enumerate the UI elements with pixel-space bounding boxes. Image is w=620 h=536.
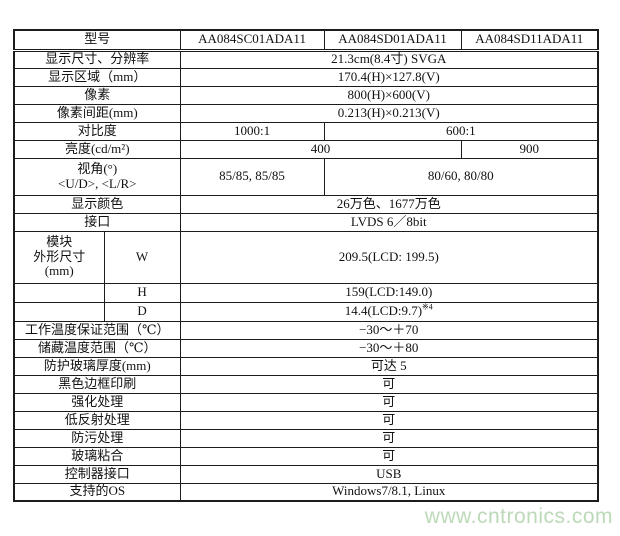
table-row: 工作温度保证范围（℃） −30～＋70 xyxy=(13,320,599,340)
row-label-black-frame: 黑色边框印刷 xyxy=(13,374,181,394)
value-brightness-model3: 900 xyxy=(460,139,599,159)
table-row: 储藏温度范围（℃） −30～＋80 xyxy=(13,338,599,358)
row-label-low-reflection: 低反射处理 xyxy=(13,410,181,430)
table-row: 像素间距(mm) 0.213(H)×0.213(V) xyxy=(13,103,599,123)
value-supported-os: Windows7/8.1, Linux xyxy=(179,482,599,502)
value-anti-smudge: 可 xyxy=(179,428,599,448)
row-label-brightness: 亮度(cd/m²) xyxy=(13,139,181,159)
table-row: 显示尺寸、分辨率 21.3cm(8.4寸) SVGA xyxy=(13,49,599,69)
row-label-module-dimensions: 模块 外形尺寸 (mm) xyxy=(13,230,105,284)
table-row: 控制器接口 USB xyxy=(13,464,599,484)
dim-sub-label-w: W xyxy=(103,230,181,284)
table-row: 防护玻璃厚度(mm) 可达 5 xyxy=(13,356,599,376)
dim-sub-label-d: D xyxy=(103,301,181,322)
table-row: 强化处理 可 xyxy=(13,392,599,412)
model-name-1: AA084SC01ADA11 xyxy=(179,29,325,52)
value-contrast-model1: 1000:1 xyxy=(179,121,325,141)
model-name-2: AA084SD01ADA11 xyxy=(323,29,462,52)
table-row: 模块 外形尺寸 (mm) W 209.5(LCD: 199.5) xyxy=(13,230,599,284)
value-viewing-angle-model1: 85/85, 85/85 xyxy=(179,157,325,196)
table-row: 视角(°) <U/D>, <L/R> 85/85, 85/85 80/60, 8… xyxy=(13,157,599,196)
model-name-3: AA084SD11ADA11 xyxy=(460,29,599,52)
value-brightness-model12: 400 xyxy=(179,139,462,159)
value-pitch: 0.213(H)×0.213(V) xyxy=(179,103,599,123)
row-label-model: 型号 xyxy=(13,29,181,52)
footnote-marker: ※4 xyxy=(422,302,433,312)
row-label-supported-os: 支持的OS xyxy=(13,482,181,502)
value-black-frame: 可 xyxy=(179,374,599,394)
table-row: 防污处理 可 xyxy=(13,428,599,448)
table-row: 亮度(cd/m²) 400 900 xyxy=(13,139,599,159)
row-label-contrast: 对比度 xyxy=(13,121,181,141)
table-row: 低反射处理 可 xyxy=(13,410,599,430)
row-label-operating-temp: 工作温度保证范围（℃） xyxy=(13,320,181,340)
value-operating-temp: −30～＋70 xyxy=(179,320,599,340)
table-row: H 159(LCD:149.0) xyxy=(13,282,599,303)
watermark-text: www.cntronics.com xyxy=(424,505,613,528)
table-row: 显示区域（mm） 170.4(H)×127.8(V) xyxy=(13,67,599,87)
row-label-pixels: 像素 xyxy=(13,85,181,105)
value-pixels: 800(H)×600(V) xyxy=(179,85,599,105)
value-size: 21.3cm(8.4寸) SVGA xyxy=(179,49,599,69)
table-row: 玻璃粘合 可 xyxy=(13,446,599,466)
table-row: 显示颜色 26万色、1677万色 xyxy=(13,194,599,214)
value-interface: LVDS 6／8bit xyxy=(179,212,599,232)
value-dim-w: 209.5(LCD: 199.5) xyxy=(179,230,599,284)
value-glass-bonding: 可 xyxy=(179,446,599,466)
table-row: D 14.4(LCD:9.7)※4 xyxy=(13,301,599,322)
row-label-glass-bonding: 玻璃粘合 xyxy=(13,446,181,466)
row-label-interface: 接口 xyxy=(13,212,181,232)
table-row: 黑色边框印刷 可 xyxy=(13,374,599,394)
row-label-pitch: 像素间距(mm) xyxy=(13,103,181,123)
row-label-hardening: 强化处理 xyxy=(13,392,181,412)
empty-cell xyxy=(13,282,105,303)
row-label-display-colors: 显示颜色 xyxy=(13,194,181,214)
row-label-controller-interface: 控制器接口 xyxy=(13,464,181,484)
row-label-glass-thickness: 防护玻璃厚度(mm) xyxy=(13,356,181,376)
value-controller-interface: USB xyxy=(179,464,599,484)
table-row: 接口 LVDS 6／8bit xyxy=(13,212,599,232)
value-hardening: 可 xyxy=(179,392,599,412)
lcd-spec-table: 型号 AA084SC01ADA11 AA084SD01ADA11 AA084SD… xyxy=(13,29,600,502)
table-row: 支持的OS Windows7/8.1, Linux xyxy=(13,482,599,502)
empty-cell xyxy=(13,301,105,322)
row-label-storage-temp: 储藏温度范围（℃） xyxy=(13,338,181,358)
row-label-size: 显示尺寸、分辨率 xyxy=(13,49,181,69)
row-label-area: 显示区域（mm） xyxy=(13,67,181,87)
value-low-reflection: 可 xyxy=(179,410,599,430)
value-dim-h: 159(LCD:149.0) xyxy=(179,282,599,303)
value-area: 170.4(H)×127.8(V) xyxy=(179,67,599,87)
value-dim-d: 14.4(LCD:9.7)※4 xyxy=(179,301,599,322)
dim-d-value: 14.4(LCD:9.7) xyxy=(344,303,423,319)
row-label-viewing-angle: 视角(°) <U/D>, <L/R> xyxy=(13,157,181,196)
table-row: 型号 AA084SC01ADA11 AA084SD01ADA11 AA084SD… xyxy=(13,29,599,52)
row-label-anti-smudge: 防污处理 xyxy=(13,428,181,448)
table-row: 像素 800(H)×600(V) xyxy=(13,85,599,105)
dim-sub-label-h: H xyxy=(103,282,181,303)
value-storage-temp: −30～＋80 xyxy=(179,338,599,358)
value-display-colors: 26万色、1677万色 xyxy=(179,194,599,214)
value-contrast-model23: 600:1 xyxy=(323,121,599,141)
table-row: 对比度 1000:1 600:1 xyxy=(13,121,599,141)
value-glass-thickness: 可达 5 xyxy=(179,356,599,376)
value-viewing-angle-model23: 80/60, 80/80 xyxy=(323,157,599,196)
